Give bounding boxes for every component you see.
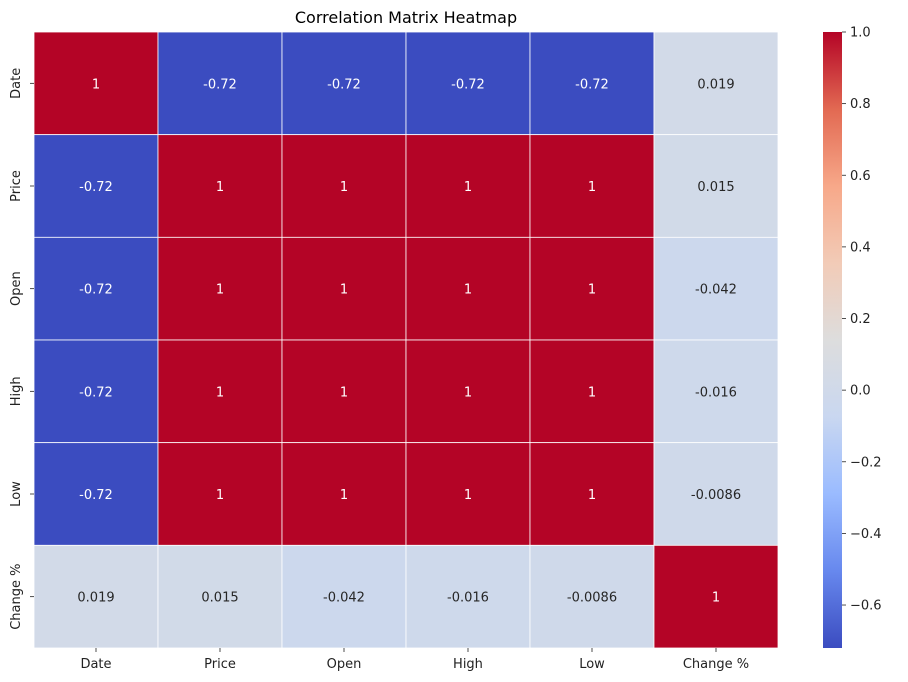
heatmap-cell xyxy=(33,442,159,546)
cell-annotation: 1 xyxy=(588,488,596,503)
cell-annotation: 1 xyxy=(464,488,472,503)
cell-annotation: -0.0086 xyxy=(691,488,741,503)
x-tick-label: Low xyxy=(579,657,605,672)
heatmap-cell xyxy=(33,339,159,444)
colorbar-tick-label: −0.2 xyxy=(850,455,882,470)
colorbar-tick-label: −0.6 xyxy=(850,599,882,614)
heatmap-cell xyxy=(653,339,779,444)
heatmap-cell xyxy=(653,236,779,341)
heatmap-cell xyxy=(281,339,407,444)
cell-annotation: 1 xyxy=(216,180,224,195)
heatmap-cell xyxy=(281,442,407,546)
cell-annotation: 1 xyxy=(712,591,720,606)
heatmap-cell xyxy=(33,544,159,649)
x-tick-label: Price xyxy=(204,657,236,672)
y-tick-label: High xyxy=(9,376,24,406)
colorbar-tick-label: 1.0 xyxy=(850,26,871,41)
cell-annotations: 1 -0.72 -0.72 -0.72 -0.72 0.019 -0.72 1 1 1 1 0.015… xyxy=(77,77,741,605)
colorbar: 1.0 0.8 0.6 0.4 0.2 0.0 −0.2 −0.4 −0.6 xyxy=(823,26,882,648)
heatmap-cell xyxy=(405,442,531,546)
heatmap-cell xyxy=(529,31,655,136)
heatmap-cell xyxy=(529,544,655,649)
heatmap-cell xyxy=(653,31,779,136)
y-tick-label: Change % xyxy=(9,564,24,630)
colorbar-tick-label: 0.0 xyxy=(850,384,871,399)
heatmap-cell xyxy=(157,134,283,238)
y-axis: Date Price Open High Low Change % xyxy=(9,68,34,630)
cell-annotation: -0.72 xyxy=(327,77,361,92)
heatmap-cell xyxy=(157,31,283,136)
x-axis: Date Price Open High Low Change % xyxy=(80,648,749,672)
cell-annotation: 1 xyxy=(464,180,472,195)
chart-title: Correlation Matrix Heatmap xyxy=(295,8,517,27)
heatmap-cells xyxy=(33,31,779,649)
cell-annotation: 1 xyxy=(340,385,348,400)
cell-annotation: 0.015 xyxy=(201,591,238,606)
cell-annotation: 1 xyxy=(340,488,348,503)
cell-annotation: 0.015 xyxy=(697,180,734,195)
cell-annotation: 1 xyxy=(464,283,472,298)
heatmap-cell xyxy=(405,236,531,341)
y-tick-label: Open xyxy=(9,271,24,306)
cell-annotation: 1 xyxy=(588,385,596,400)
y-tick-label: Low xyxy=(9,481,24,507)
colorbar-gradient xyxy=(823,32,842,648)
cell-annotation: -0.72 xyxy=(79,180,113,195)
y-tick-label: Price xyxy=(9,170,24,202)
heatmap-cell xyxy=(281,31,407,136)
colorbar-tick-label: 0.2 xyxy=(850,312,871,327)
heatmap-cell xyxy=(157,236,283,341)
cell-annotation: -0.0086 xyxy=(567,591,617,606)
x-tick-label: Date xyxy=(80,657,111,672)
heatmap-cell xyxy=(653,134,779,238)
colorbar-tick-label: 0.6 xyxy=(850,169,871,184)
cell-annotation: -0.72 xyxy=(79,488,113,503)
colorbar-tick-label: −0.4 xyxy=(850,527,882,542)
heatmap-cell xyxy=(653,442,779,546)
cell-annotation: -0.72 xyxy=(203,77,237,92)
cell-annotation: -0.016 xyxy=(695,385,737,400)
cell-annotation: 1 xyxy=(588,283,596,298)
cell-annotation: 1 xyxy=(216,283,224,298)
x-tick-label: Change % xyxy=(683,657,749,672)
heatmap-cell xyxy=(653,544,779,649)
cell-annotation: 1 xyxy=(216,488,224,503)
cell-annotation: 1 xyxy=(588,180,596,195)
heatmap-cell xyxy=(405,134,531,238)
cell-annotation: 1 xyxy=(216,385,224,400)
heatmap-cell xyxy=(157,339,283,444)
cell-annotation: 1 xyxy=(92,77,100,92)
x-tick-label: High xyxy=(453,657,483,672)
heatmap-cell xyxy=(529,339,655,444)
heatmap-cell xyxy=(33,236,159,341)
heatmap-cell xyxy=(405,339,531,444)
cell-annotation: 0.019 xyxy=(77,591,114,606)
colorbar-tick-label: 0.4 xyxy=(850,240,871,255)
y-tick-label: Date xyxy=(9,68,24,99)
cell-annotation: -0.042 xyxy=(323,591,365,606)
x-tick-label: Open xyxy=(327,657,362,672)
cell-annotation: -0.016 xyxy=(447,591,489,606)
cell-annotation: 1 xyxy=(340,180,348,195)
heatmap-cell xyxy=(529,236,655,341)
heatmap-cell xyxy=(405,544,531,649)
cell-annotation: 0.019 xyxy=(697,77,734,92)
heatmap-cell xyxy=(281,236,407,341)
cell-annotation: 1 xyxy=(464,385,472,400)
cell-annotation: 1 xyxy=(340,283,348,298)
cell-annotation: -0.72 xyxy=(451,77,485,92)
cell-annotation: -0.72 xyxy=(575,77,609,92)
heatmap-cell xyxy=(33,31,159,136)
heatmap-cell xyxy=(529,442,655,546)
colorbar-tick-label: 0.8 xyxy=(850,97,871,112)
cell-annotation: -0.72 xyxy=(79,283,113,298)
cell-annotation: -0.72 xyxy=(79,385,113,400)
heatmap-cell xyxy=(405,31,531,136)
cell-annotation: -0.042 xyxy=(695,283,737,298)
